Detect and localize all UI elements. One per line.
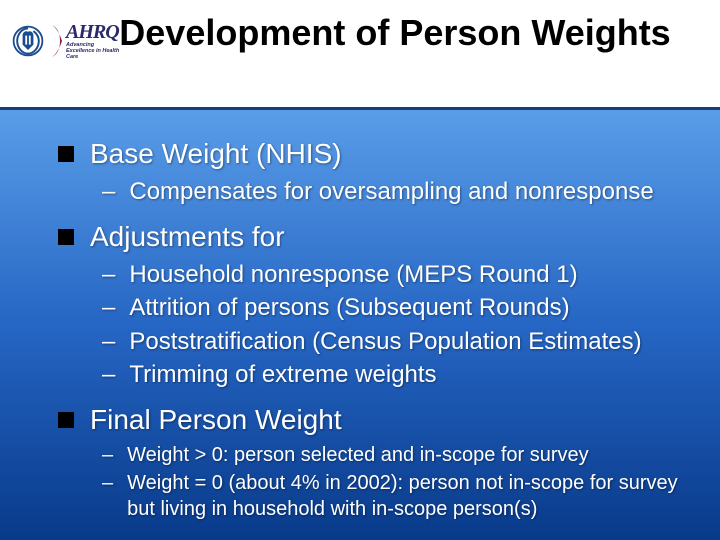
bullet-level2: – Trimming of extreme weights bbox=[102, 359, 680, 390]
sub-bullet-text: Compensates for oversampling and nonresp… bbox=[129, 176, 653, 207]
dash-bullet-icon: – bbox=[102, 359, 115, 390]
dash-bullet-icon: – bbox=[102, 470, 113, 496]
ahrq-acronym: AHRQ bbox=[66, 22, 124, 42]
sub-bullet-text: Household nonresponse (MEPS Round 1) bbox=[129, 259, 577, 290]
bullet-text: Base Weight (NHIS) bbox=[90, 138, 342, 170]
ahrq-tagline: Advancing Excellence in Health Care bbox=[66, 42, 124, 60]
square-bullet-icon bbox=[58, 412, 74, 428]
dash-bullet-icon: – bbox=[102, 176, 115, 207]
dash-bullet-icon: – bbox=[102, 259, 115, 290]
slide-header: AHRQ Advancing Excellence in Health Care… bbox=[0, 0, 720, 110]
bullet-level2: – Attrition of persons (Subsequent Round… bbox=[102, 292, 680, 323]
sub-bullet-text: Weight > 0: person selected and in-scope… bbox=[127, 442, 589, 468]
bullet-level2: – Compensates for oversampling and nonre… bbox=[102, 176, 680, 207]
dash-bullet-icon: – bbox=[102, 442, 113, 468]
sub-bullet-text: Weight = 0 (about 4% in 2002): person no… bbox=[127, 470, 680, 522]
hhs-logo-icon bbox=[10, 23, 46, 59]
ahrq-text: AHRQ Advancing Excellence in Health Care bbox=[66, 22, 124, 60]
sub-bullet-group: – Weight > 0: person selected and in-sco… bbox=[102, 442, 680, 522]
bullet-level1: Adjustments for bbox=[58, 221, 680, 253]
bullet-level1: Base Weight (NHIS) bbox=[58, 138, 680, 170]
sub-bullet-group: – Compensates for oversampling and nonre… bbox=[102, 176, 680, 207]
bullet-level2: – Weight = 0 (about 4% in 2002): person … bbox=[102, 470, 680, 522]
square-bullet-icon bbox=[58, 146, 74, 162]
sub-bullet-text: Poststratification (Census Population Es… bbox=[129, 326, 641, 357]
square-bullet-icon bbox=[58, 229, 74, 245]
dash-bullet-icon: – bbox=[102, 326, 115, 357]
bullet-level2: – Poststratification (Census Population … bbox=[102, 326, 680, 357]
bullet-text: Final Person Weight bbox=[90, 404, 342, 436]
bullet-level2: – Weight > 0: person selected and in-sco… bbox=[102, 442, 680, 468]
dash-bullet-icon: – bbox=[102, 292, 115, 323]
bullet-text: Adjustments for bbox=[90, 221, 285, 253]
sub-bullet-text: Attrition of persons (Subsequent Rounds) bbox=[129, 292, 569, 323]
sub-bullet-group: – Household nonresponse (MEPS Round 1) –… bbox=[102, 259, 680, 390]
sub-bullet-text: Trimming of extreme weights bbox=[129, 359, 436, 390]
ahrq-logo: AHRQ Advancing Excellence in Health Care bbox=[50, 22, 124, 60]
bullet-level2: – Household nonresponse (MEPS Round 1) bbox=[102, 259, 680, 290]
bullet-level1: Final Person Weight bbox=[58, 404, 680, 436]
slide-body: Base Weight (NHIS) – Compensates for ove… bbox=[0, 110, 720, 540]
ahrq-swoosh-icon bbox=[50, 23, 64, 59]
logo-group: AHRQ Advancing Excellence in Health Care bbox=[10, 22, 124, 60]
